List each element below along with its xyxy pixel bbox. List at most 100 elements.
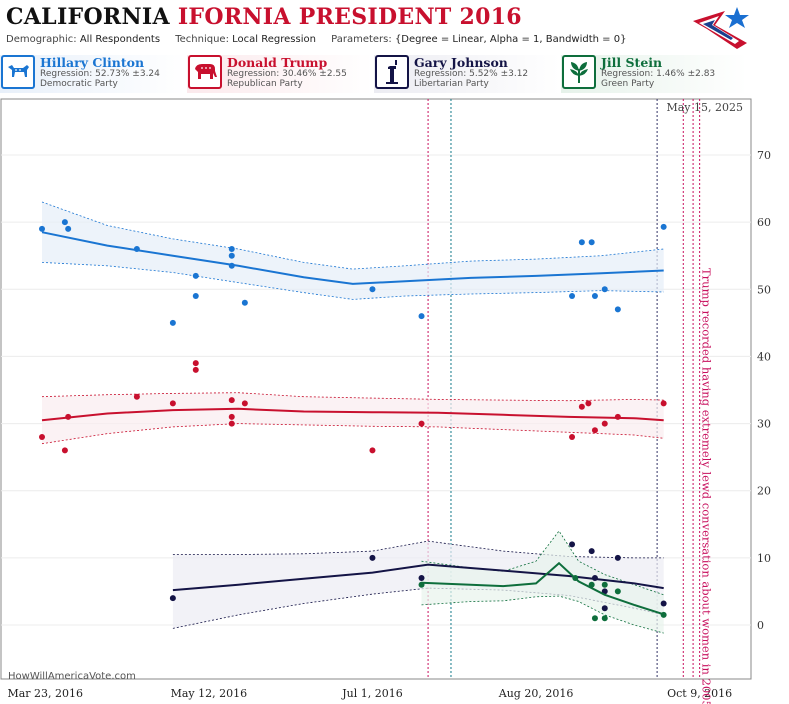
legend-party-johnson: Libertarian Party — [414, 79, 489, 89]
candidate-legend: Hillary Clinton Regression: 52.73% ±3.24… — [0, 55, 789, 95]
poll-point — [569, 293, 576, 299]
date-stamp: May 15, 2025 — [666, 101, 743, 114]
poll-point — [591, 293, 598, 299]
x-tick-label: Jul 1, 2016 — [341, 687, 403, 700]
poll-point — [228, 246, 235, 252]
legend-regression-johnson: Regression: 5.52% ±3.12 — [414, 69, 529, 79]
poll-point — [569, 541, 576, 548]
poll-point — [169, 400, 176, 407]
poll-point — [418, 575, 425, 581]
poll-point — [61, 219, 68, 226]
poll-point — [228, 413, 235, 420]
x-tick-label: Mar 23, 2016 — [7, 687, 83, 700]
x-tick-label: Aug 20, 2016 — [498, 687, 574, 700]
poll-point — [169, 595, 176, 602]
poll-point — [591, 427, 598, 434]
poll-point — [228, 397, 235, 404]
poll-point — [39, 225, 45, 232]
poll-point — [192, 293, 199, 299]
poll-point — [614, 554, 621, 561]
poll-point — [660, 400, 667, 407]
poll-point — [169, 319, 176, 326]
technique-label: Technique: — [175, 34, 229, 45]
poll-point — [192, 272, 199, 279]
watermark: HowWillAmericaVote.com — [8, 671, 136, 682]
legend-party-trump: Republican Party — [227, 79, 303, 89]
legend-name-clinton: Hillary Clinton — [40, 55, 145, 70]
poll-point — [578, 403, 585, 410]
poll-point — [588, 548, 595, 555]
title-part-1: CALIFORNIA — [6, 4, 170, 30]
legend-item-clinton[interactable]: Hillary Clinton Regression: 52.73% ±3.24… — [0, 55, 186, 93]
poll-point — [133, 393, 140, 400]
poll-point — [369, 554, 376, 561]
poll-point — [601, 286, 608, 293]
poll-point — [418, 420, 425, 427]
title-part-2: IFORNIA PRESIDENT 2016 — [177, 4, 522, 30]
chart-header: CALIFORNIA IFORNIA PRESIDENT 2016 Demogr… — [0, 0, 789, 100]
poll-point — [614, 588, 621, 595]
poll-point — [660, 600, 667, 607]
poll-point — [578, 239, 585, 246]
x-tick-label: Oct 9, 2016 — [667, 687, 732, 700]
x-tick-label: May 12, 2016 — [171, 687, 248, 700]
parameters-value: {Degree = Linear, Alpha = 1, Bandwidth =… — [394, 34, 627, 45]
poll-point — [591, 615, 598, 622]
y-tick-label: 70 — [757, 149, 771, 162]
lower-bound-line — [172, 587, 664, 629]
poll-point — [61, 447, 68, 454]
demographic-label: Demographic: — [6, 34, 77, 45]
liberty-statue-icon — [375, 55, 409, 89]
legend-item-johnson[interactable]: Gary Johnson Regression: 5.52% ±3.12 Lib… — [374, 55, 560, 93]
poll-point — [591, 575, 598, 581]
lower-bound-line — [421, 595, 664, 634]
y-tick-label: 60 — [757, 216, 771, 229]
y-tick-label: 20 — [757, 485, 771, 498]
lower-bound-line — [41, 423, 664, 445]
y-tick-label: 40 — [757, 350, 771, 363]
poll-point — [418, 313, 425, 320]
poll-point — [65, 225, 72, 232]
poll-point — [241, 299, 248, 306]
poll-point — [588, 581, 595, 588]
confidence-band — [42, 392, 664, 444]
legend-name-johnson: Gary Johnson — [414, 55, 508, 70]
poll-point — [588, 239, 595, 246]
poll-point — [369, 286, 376, 293]
elephant-icon — [188, 55, 222, 89]
donkey-icon — [1, 55, 35, 89]
upper-bound-line — [41, 392, 664, 402]
upper-bound-line — [172, 540, 664, 559]
demographic-value: All Respondents — [79, 34, 161, 45]
y-tick-label: 30 — [757, 418, 771, 431]
green-leaf-icon — [562, 55, 596, 89]
event-annotation: Trump recorded having extremely lewd con… — [700, 268, 714, 704]
legend-regression-stein: Regression: 1.46% ±2.83 — [601, 69, 716, 79]
legend-item-trump[interactable]: Donald Trump Regression: 30.46% ±2.55 Re… — [187, 55, 373, 93]
legend-party-clinton: Democratic Party — [40, 79, 118, 89]
legend-regression-trump: Regression: 30.46% ±2.55 — [227, 69, 347, 79]
poll-point — [601, 615, 608, 622]
site-logo-icon — [693, 7, 749, 49]
poll-point — [39, 434, 45, 440]
poll-point — [192, 366, 199, 373]
legend-item-stein[interactable]: Jill Stein Regression: 1.46% ±2.83 Green… — [561, 55, 747, 93]
trend-line — [41, 407, 664, 422]
page-title: CALIFORNIA IFORNIA PRESIDENT 2016 — [6, 4, 522, 30]
poll-point — [65, 413, 72, 420]
legend-party-stein: Green Party — [601, 79, 655, 89]
upper-bound-line — [41, 201, 664, 270]
poll-point — [228, 420, 235, 427]
trend-line — [172, 563, 664, 592]
y-tick-label: 50 — [757, 283, 771, 296]
parameters-line: Demographic: All Respondents Technique: … — [6, 34, 626, 45]
poll-point — [569, 434, 576, 440]
poll-point — [133, 246, 140, 252]
parameters-label: Parameters: — [331, 34, 392, 45]
legend-name-stein: Jill Stein — [601, 55, 663, 70]
y-tick-label: 10 — [757, 552, 771, 565]
trend-line — [421, 561, 665, 616]
plot-frame — [0, 98, 752, 680]
poll-point — [585, 400, 592, 407]
